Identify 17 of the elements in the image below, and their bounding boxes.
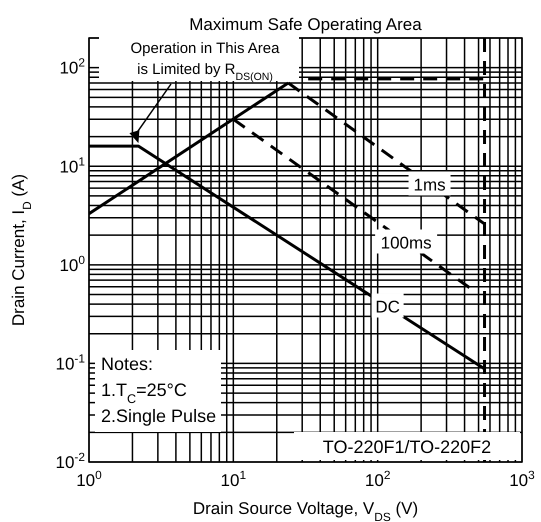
y-tick-label: 10$^{2}$	[59, 56, 86, 78]
x-tick-label: 10$^{2}$	[364, 468, 391, 490]
annotation: TO-220F1/TO-220F2	[322, 437, 492, 457]
x-tick-label: 10$^{3}$	[509, 468, 536, 490]
series-label: DC	[375, 298, 400, 317]
annotation: Notes:	[101, 354, 154, 374]
annotation: 1.T$_{C}$=25°C	[101, 380, 187, 406]
x-axis-title: Drain Source Voltage, V$_{DS}$ (V)	[192, 499, 418, 522]
chart-title: Maximum Safe Operating Area	[189, 15, 422, 34]
annotation: Operation in This Area is Limited by R$_{DS(ON)}$	[130, 40, 280, 83]
y-tick-label: 10$^{-1}$	[56, 351, 86, 374]
x-tick-label: 10$^{1}$	[220, 468, 246, 490]
annotation: 2.Single Pulse	[101, 406, 216, 426]
y-tick-label: 10$^{1}$	[59, 154, 86, 176]
series-label: 1ms	[413, 175, 446, 194]
y-tick-label: 10$^{0}$	[59, 252, 86, 275]
series-label: 100ms	[380, 233, 432, 252]
